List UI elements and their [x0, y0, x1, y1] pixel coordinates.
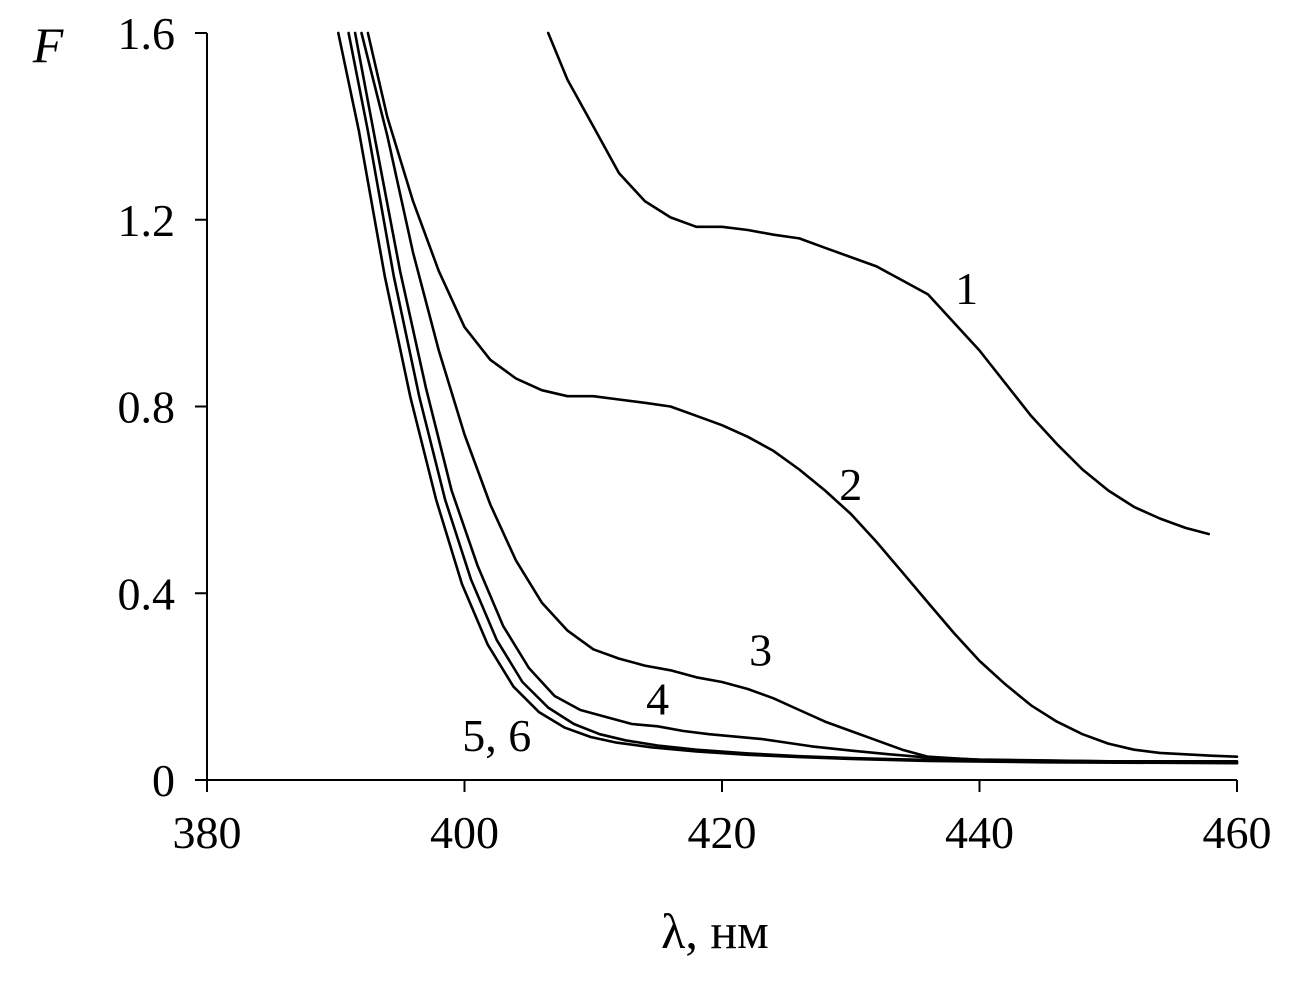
series-line-1 [546, 31, 1210, 536]
series-line-2 [366, 31, 1239, 759]
y-axis-label: F [32, 17, 64, 73]
series-lines [336, 31, 1239, 765]
series-label: 4 [646, 674, 669, 725]
x-tick-label: 420 [688, 807, 757, 858]
x-tick-label: 380 [173, 807, 242, 858]
x-tick-label: 400 [430, 807, 499, 858]
series-line-4 [353, 31, 1239, 764]
y-tick-label: 0 [152, 755, 175, 806]
x-tick-label: 460 [1203, 807, 1272, 858]
series-label: 3 [749, 625, 772, 676]
series-line-6 [336, 31, 1239, 765]
series-line-5 [347, 31, 1239, 764]
series-line-3 [360, 31, 1239, 763]
x-tick-label: 440 [945, 807, 1014, 858]
x-axis-label: λ, нм [661, 903, 769, 959]
series-label: 2 [839, 459, 862, 510]
y-ticks: 0 0.4 0.8 1.2 1.6 [118, 8, 207, 806]
series-label: 1 [955, 263, 978, 314]
x-ticks: 380 400 420 440 460 [173, 780, 1272, 858]
y-tick-label: 1.2 [118, 195, 176, 246]
series-label: 5, 6 [462, 710, 531, 761]
series-labels: 1 2 3 4 5, 6 [462, 263, 978, 761]
y-tick-label: 0.4 [118, 568, 176, 619]
y-tick-label: 0.8 [118, 382, 176, 433]
y-tick-label: 1.6 [118, 8, 176, 59]
